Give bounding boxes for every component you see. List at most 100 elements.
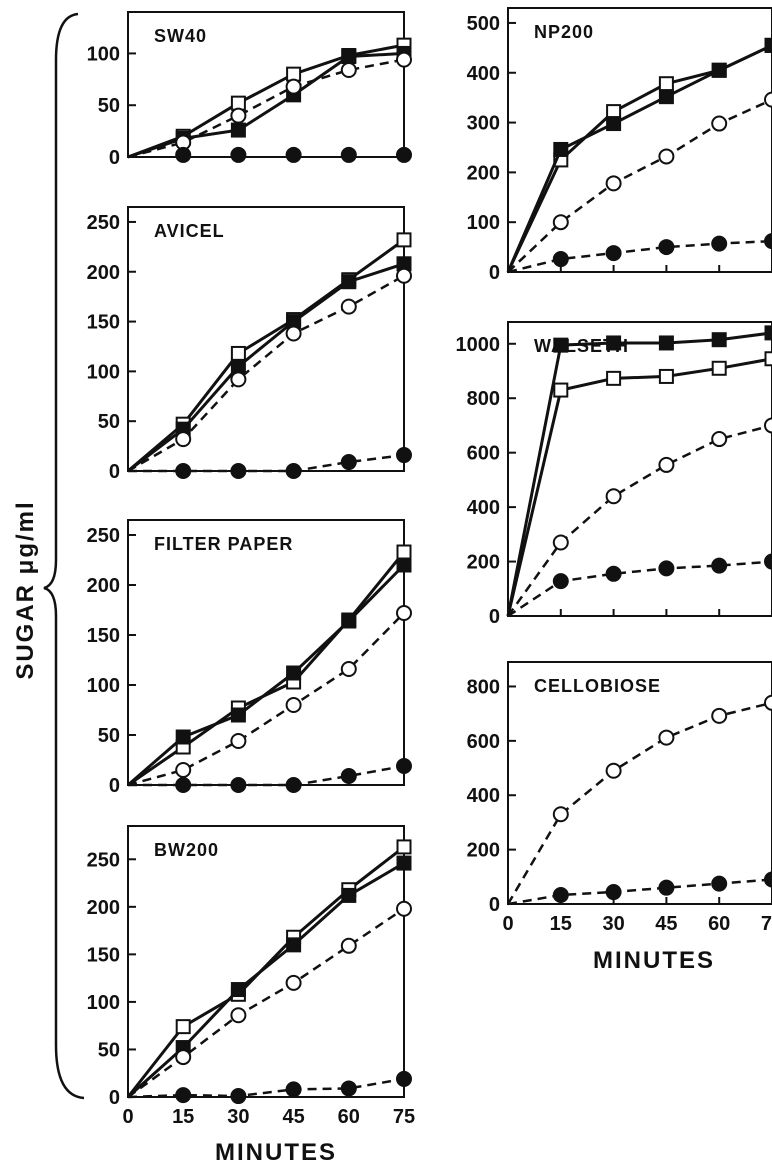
data-point-filled-square	[341, 274, 357, 290]
data-point-filled-square	[553, 337, 569, 353]
data-point-open-square	[175, 1019, 191, 1035]
series-line-open-circle	[127, 274, 405, 473]
y-tick-label: 100	[87, 43, 120, 65]
y-tick-label: 0	[489, 262, 500, 284]
panel-title: SW40	[154, 26, 207, 46]
x-axis-label-left: MINUTES	[215, 1139, 337, 1166]
data-point-filled-square	[711, 332, 727, 348]
data-point-filled-circle	[340, 454, 357, 471]
panel-title: BW200	[154, 840, 219, 860]
y-tick-label: 200	[467, 840, 500, 862]
data-point-filled-circle	[175, 1087, 192, 1104]
y-tick-label: 50	[98, 1039, 120, 1061]
series-line-open-circle	[127, 907, 405, 1099]
y-tick-label: 600	[467, 443, 500, 465]
panel-frame	[507, 7, 772, 273]
panel-cellobiose: CELLOBIOSE 0 200 400 600 800 0 15 30 45 60 75	[467, 661, 772, 935]
x-tick-label: 0	[502, 913, 513, 935]
y-tick-label: 150	[87, 625, 120, 647]
data-point-filled-circle	[605, 884, 622, 901]
y-tick-label: 0	[109, 461, 120, 483]
panel-frame	[507, 661, 772, 905]
data-point-filled-circle	[175, 146, 192, 163]
x-tick-label: 75	[761, 913, 772, 935]
data-point-open-circle	[285, 78, 302, 95]
panel-bw200: BW200 0 50 100 150 200 250 0 15 30 45 60 75	[87, 825, 415, 1128]
data-point-filled-circle	[711, 875, 728, 892]
data-point-filled-circle	[175, 463, 192, 479]
data-point-filled-circle	[658, 239, 675, 256]
data-point-open-circle	[230, 733, 247, 749]
data-point-filled-square	[658, 335, 674, 351]
data-point-open-square	[606, 370, 622, 386]
y-tick-label: 300	[467, 113, 500, 135]
series-line-filled-square	[127, 51, 405, 159]
data-point-filled-circle	[230, 463, 247, 479]
series-line-filled-square	[127, 563, 406, 787]
data-point-open-circle	[396, 900, 412, 917]
panel-group-brace	[43, 12, 85, 1100]
data-point-filled-square	[764, 37, 772, 53]
panel-frame	[507, 321, 772, 617]
data-point-open-circle	[285, 974, 302, 991]
series-line-filled-circle	[128, 453, 405, 473]
data-point-filled-circle	[285, 463, 302, 479]
y-tick-label: 100	[87, 361, 120, 383]
y-tick-label: 1000	[456, 334, 501, 356]
data-point-open-square	[230, 345, 246, 361]
data-point-filled-square	[341, 887, 357, 903]
y-tick-label: 200	[87, 897, 120, 919]
y-tick-label: 0	[489, 894, 500, 916]
series-line-filled-circle	[507, 239, 772, 274]
y-tick-label: 600	[467, 731, 500, 753]
data-point-filled-circle	[285, 1081, 302, 1098]
y-tick-label: 250	[87, 525, 120, 547]
x-tick-label: 15	[172, 1106, 194, 1128]
y-tick-label: 800	[467, 676, 500, 698]
data-point-open-circle	[658, 456, 675, 473]
y-tick-label: 200	[467, 552, 500, 574]
data-point-filled-square	[230, 122, 246, 138]
data-point-filled-square	[396, 855, 412, 871]
data-point-open-circle	[764, 417, 772, 434]
data-point-filled-square	[230, 982, 246, 998]
data-point-filled-circle	[552, 573, 569, 590]
data-point-filled-square	[286, 937, 302, 953]
x-tick-label: 30	[602, 913, 624, 935]
y-tick-label: 250	[87, 849, 120, 871]
x-tick-label: 0	[122, 1106, 133, 1128]
data-point-filled-square	[341, 49, 357, 65]
panel-np200: NP200 0 100 200 300 400 500	[467, 7, 772, 284]
data-point-open-square	[396, 544, 412, 560]
panel-frame	[127, 206, 405, 472]
data-point-open-circle	[711, 431, 728, 448]
data-point-open-circle	[175, 1049, 192, 1066]
series-line-open-circle	[127, 58, 405, 159]
data-point-filled-circle	[396, 146, 412, 163]
panel-title: NP200	[534, 22, 594, 42]
data-point-open-circle	[658, 148, 675, 165]
data-point-filled-circle	[396, 447, 412, 464]
data-point-filled-square	[175, 729, 191, 745]
series-line-filled-square	[127, 262, 405, 473]
data-point-open-square	[553, 382, 569, 398]
data-point-open-circle	[230, 371, 247, 388]
series-line-open-circle	[507, 98, 772, 273]
data-point-filled-circle	[340, 768, 357, 784]
data-point-open-circle	[175, 431, 192, 448]
data-point-filled-circle	[230, 146, 247, 163]
series-line-open-square	[506, 44, 772, 273]
data-point-open-circle	[605, 762, 622, 779]
y-tick-label: 0	[489, 606, 500, 628]
data-point-filled-square	[606, 335, 622, 351]
data-point-open-square	[658, 76, 674, 92]
series-line-open-square	[127, 43, 405, 159]
data-point-filled-circle	[552, 251, 569, 268]
y-tick-label: 50	[98, 411, 120, 433]
data-point-filled-circle	[764, 233, 772, 250]
data-point-filled-square	[286, 665, 302, 681]
series-line-open-circle	[127, 612, 405, 787]
data-point-open-circle	[175, 762, 192, 778]
